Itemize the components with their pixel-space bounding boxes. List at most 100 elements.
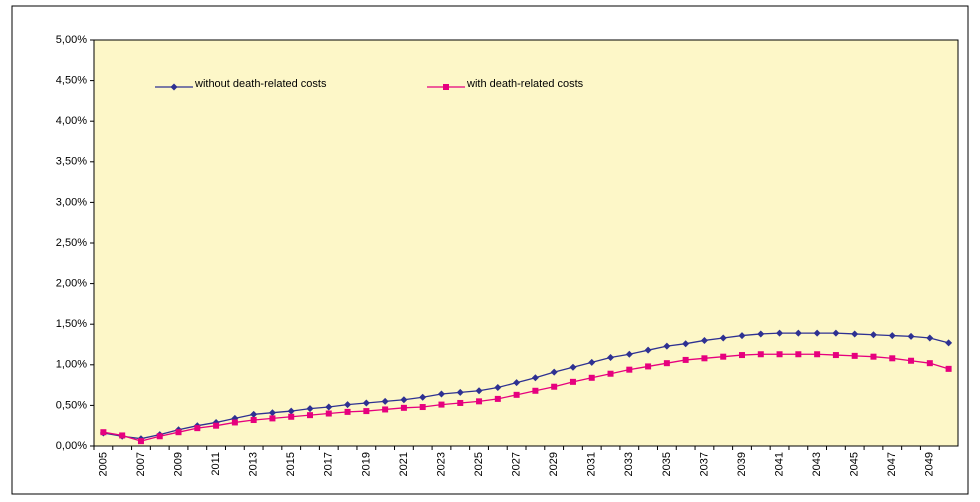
marker bbox=[443, 84, 449, 90]
marker bbox=[137, 438, 144, 445]
marker bbox=[344, 401, 352, 409]
marker bbox=[851, 330, 859, 338]
marker bbox=[832, 352, 839, 359]
marker bbox=[626, 366, 633, 373]
marker bbox=[437, 390, 445, 398]
marker bbox=[513, 391, 520, 398]
y-tick-label: 4,00% bbox=[56, 115, 87, 127]
marker bbox=[776, 329, 784, 337]
x-tick-label: 2013 bbox=[248, 452, 260, 476]
marker bbox=[569, 378, 576, 385]
marker bbox=[645, 363, 652, 370]
marker bbox=[419, 404, 426, 411]
x-tick-label: 2023 bbox=[435, 452, 447, 476]
marker bbox=[757, 330, 765, 338]
y-tick-label: 3,00% bbox=[56, 196, 87, 208]
marker bbox=[419, 393, 427, 401]
x-tick-label: 2031 bbox=[586, 452, 598, 476]
legend-label: with death-related costs bbox=[466, 78, 584, 90]
x-tick-label: 2005 bbox=[97, 452, 109, 476]
marker bbox=[400, 396, 408, 404]
marker bbox=[926, 334, 934, 342]
marker bbox=[170, 83, 178, 91]
y-tick-label: 0,00% bbox=[56, 440, 87, 452]
marker bbox=[888, 332, 896, 340]
marker bbox=[456, 388, 464, 396]
marker bbox=[307, 412, 313, 419]
x-tick-label: 2017 bbox=[323, 452, 335, 476]
marker bbox=[738, 332, 746, 340]
plot-area bbox=[93, 39, 959, 447]
x-tick-label: 2015 bbox=[285, 452, 297, 476]
marker bbox=[531, 374, 539, 382]
marker bbox=[494, 395, 501, 402]
marker bbox=[268, 409, 276, 417]
marker bbox=[776, 351, 783, 358]
marker bbox=[287, 407, 295, 415]
marker bbox=[607, 370, 614, 377]
marker bbox=[100, 429, 107, 436]
marker bbox=[945, 339, 953, 347]
marker bbox=[119, 432, 126, 439]
x-tick-label: 2033 bbox=[623, 452, 635, 476]
marker bbox=[269, 415, 276, 422]
x-tick-label: 2041 bbox=[773, 452, 785, 476]
marker bbox=[588, 374, 595, 381]
x-tick-label: 2037 bbox=[698, 452, 710, 476]
marker bbox=[513, 379, 521, 387]
marker bbox=[457, 399, 464, 406]
marker bbox=[795, 351, 802, 358]
x-tick-label: 2009 bbox=[172, 452, 184, 476]
x-tick-label: 2029 bbox=[548, 452, 560, 476]
marker bbox=[757, 351, 764, 358]
marker bbox=[832, 329, 840, 337]
series-line bbox=[103, 332, 949, 440]
marker bbox=[569, 363, 577, 371]
x-tick-label: 2043 bbox=[811, 452, 823, 476]
marker bbox=[700, 336, 708, 344]
marker bbox=[550, 368, 558, 376]
marker bbox=[363, 408, 370, 415]
marker bbox=[907, 332, 915, 340]
x-tick-label: 2019 bbox=[360, 452, 372, 476]
marker bbox=[175, 429, 182, 436]
marker bbox=[344, 408, 351, 415]
y-tick-label: 3,50% bbox=[56, 156, 87, 168]
marker bbox=[851, 352, 858, 359]
marker bbox=[325, 410, 332, 417]
marker bbox=[719, 334, 727, 342]
x-tick-label: 2039 bbox=[736, 452, 748, 476]
marker bbox=[381, 397, 389, 405]
marker bbox=[739, 352, 745, 359]
marker bbox=[663, 360, 670, 367]
marker bbox=[325, 403, 333, 411]
y-tick-label: 0,50% bbox=[56, 399, 87, 411]
marker bbox=[288, 413, 295, 420]
x-tick-label: 2021 bbox=[398, 452, 410, 476]
marker bbox=[682, 340, 690, 348]
y-tick-label: 1,50% bbox=[56, 318, 87, 330]
marker bbox=[625, 350, 633, 358]
marker bbox=[870, 353, 877, 360]
marker bbox=[494, 384, 502, 392]
y-tick-label: 5,00% bbox=[56, 34, 87, 46]
marker bbox=[438, 401, 445, 408]
marker bbox=[701, 355, 708, 362]
marker bbox=[926, 360, 933, 367]
marker bbox=[663, 342, 671, 350]
marker bbox=[382, 406, 389, 413]
marker bbox=[682, 356, 689, 363]
x-tick-label: 2045 bbox=[849, 452, 861, 476]
marker bbox=[213, 422, 220, 429]
y-tick-label: 4,50% bbox=[56, 75, 87, 87]
marker bbox=[814, 351, 821, 358]
y-tick-label: 2,50% bbox=[56, 237, 87, 249]
marker bbox=[813, 329, 821, 337]
marker bbox=[908, 357, 915, 364]
marker bbox=[194, 425, 201, 432]
series-line bbox=[103, 353, 949, 442]
marker bbox=[475, 387, 483, 395]
marker bbox=[362, 399, 370, 407]
marker bbox=[551, 383, 558, 390]
